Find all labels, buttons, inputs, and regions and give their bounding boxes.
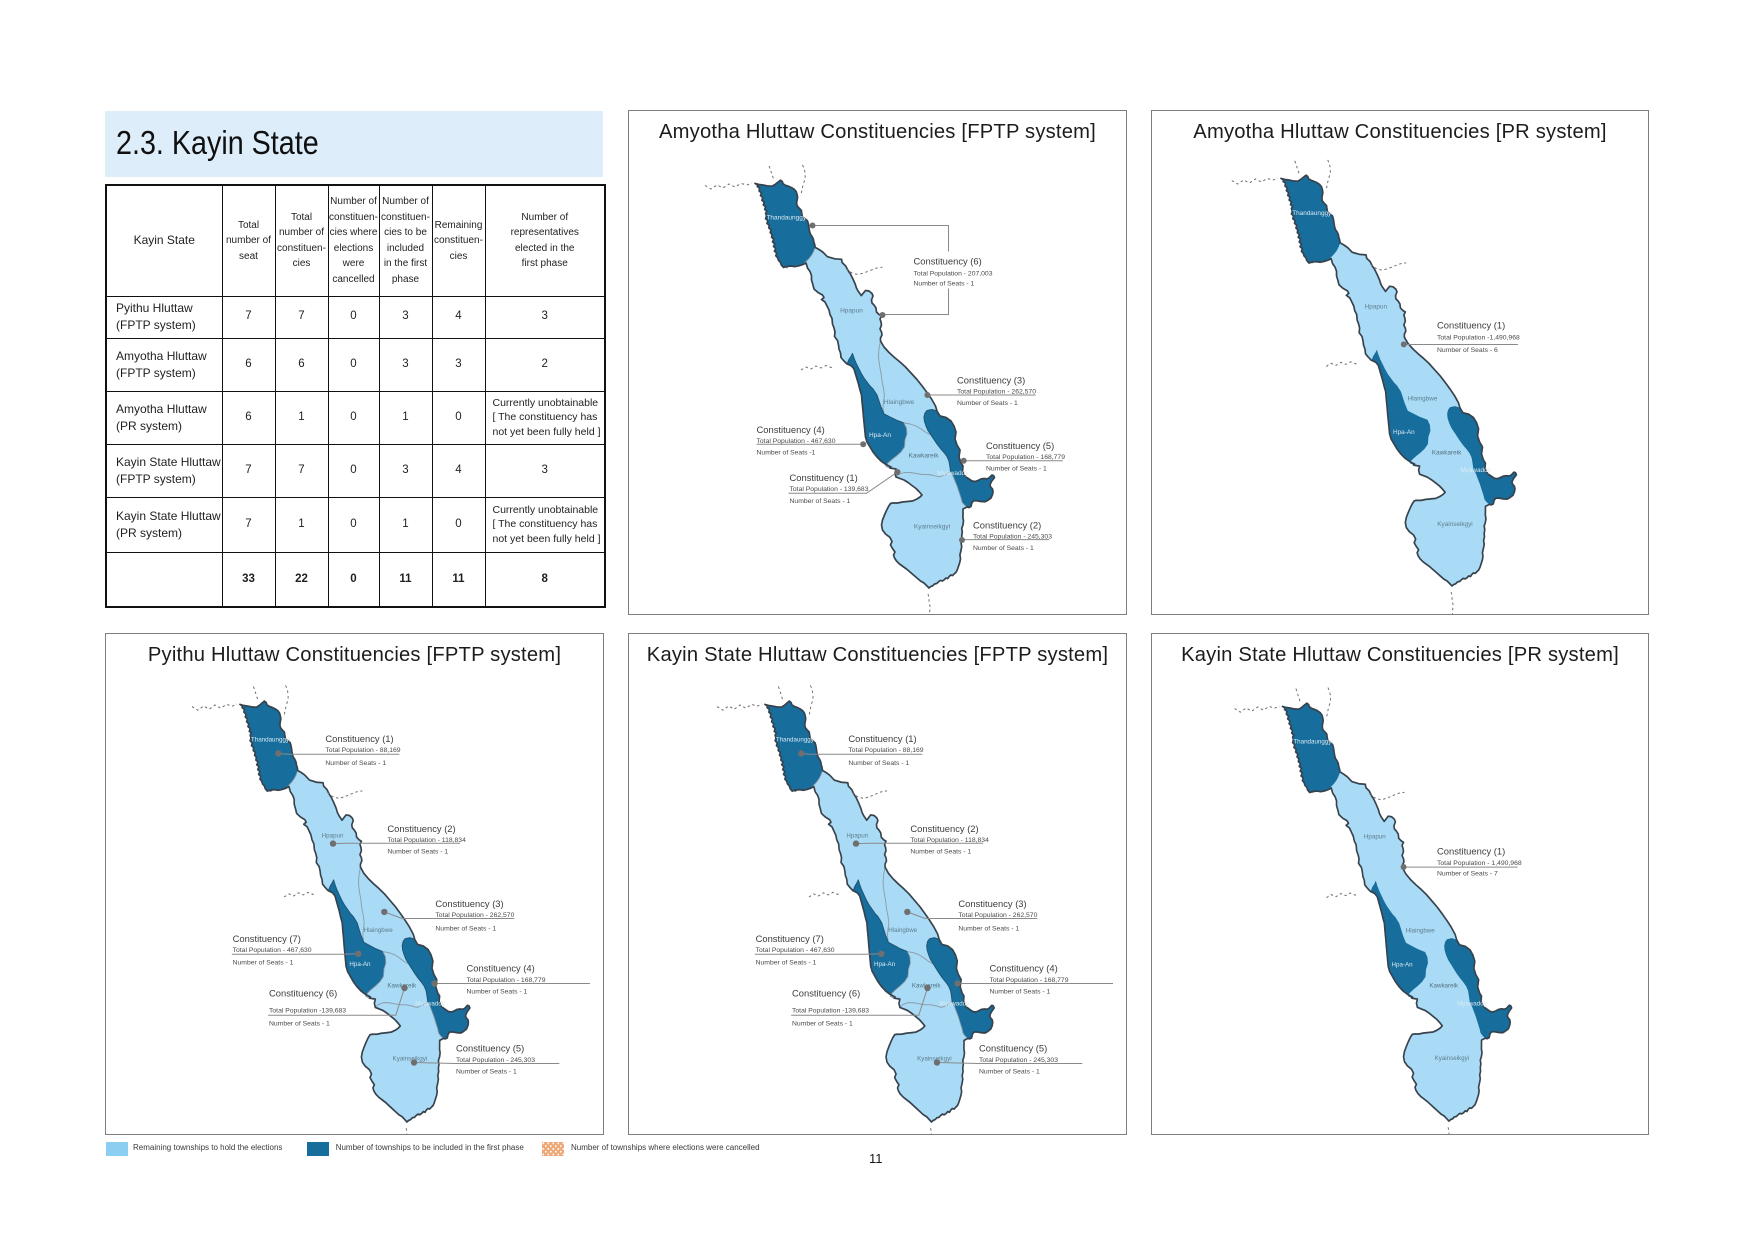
svg-text:Number of Seats - 1: Number of Seats - 1 [435, 926, 496, 933]
svg-text:Number of Seats - 1: Number of Seats - 1 [387, 848, 448, 855]
svg-text:Constituency (2): Constituency (2) [387, 823, 455, 834]
svg-text:Constituency (5): Constituency (5) [986, 440, 1054, 451]
svg-text:Total Population -1,490,968: Total Population -1,490,968 [1437, 334, 1520, 341]
svg-text:Constituency (6): Constituency (6) [269, 988, 337, 999]
svg-text:Constituency (1): Constituency (1) [325, 733, 393, 744]
svg-text:Total Population - 262,570: Total Population - 262,570 [435, 912, 514, 919]
svg-text:Constituency (1): Constituency (1) [1437, 319, 1505, 330]
svg-text:Constituency (3): Constituency (3) [435, 898, 503, 909]
svg-text:Constituency (2): Constituency (2) [973, 520, 1041, 531]
svg-text:Total Population - 168,779: Total Population - 168,779 [467, 977, 546, 984]
svg-text:Number of Seats - 1: Number of Seats - 1 [325, 760, 386, 767]
svg-text:Number of Seats - 1: Number of Seats - 1 [233, 960, 294, 967]
svg-text:Constituency (3): Constituency (3) [957, 375, 1025, 386]
svg-text:Total Population - 139,683: Total Population - 139,683 [790, 486, 869, 493]
svg-text:Total Population - 88,169: Total Population - 88,169 [325, 747, 400, 754]
svg-text:Constituency (1): Constituency (1) [1437, 846, 1505, 857]
svg-text:Constituency (4): Constituency (4) [757, 424, 825, 435]
svg-text:Total Population - 168,779: Total Population - 168,779 [986, 454, 1065, 461]
svg-text:Total Population - 207,003: Total Population - 207,003 [914, 271, 993, 278]
svg-text:Total Population - 467,630: Total Population - 467,630 [757, 438, 836, 445]
svg-text:Constituency (7): Constituency (7) [233, 933, 301, 944]
svg-text:Total Population - 118,834: Total Population - 118,834 [387, 837, 466, 844]
svg-text:Number of Seats - 1: Number of Seats - 1 [467, 989, 528, 996]
svg-text:Total Population -139,683: Total Population -139,683 [269, 1008, 346, 1015]
svg-text:Number of Seats - 1: Number of Seats - 1 [914, 281, 975, 288]
svg-text:Total Population - 245,303: Total Population - 245,303 [973, 534, 1052, 541]
svg-text:Number of Seats - 1: Number of Seats - 1 [269, 1020, 330, 1027]
svg-text:Constituency (1): Constituency (1) [790, 472, 858, 483]
svg-text:Total Population - 262,570: Total Population - 262,570 [957, 389, 1036, 396]
svg-text:Constituency (6): Constituency (6) [914, 256, 982, 267]
svg-text:Number of Seats - 1: Number of Seats - 1 [790, 498, 851, 505]
svg-text:Constituency (5): Constituency (5) [456, 1043, 524, 1054]
svg-text:Constituency (4): Constituency (4) [467, 963, 535, 974]
svg-text:Number of Seats - 6: Number of Seats - 6 [1437, 347, 1498, 354]
svg-text:Total Population - 245,303: Total Population - 245,303 [456, 1057, 535, 1064]
svg-text:Number of Seats - 1: Number of Seats - 1 [957, 400, 1018, 407]
svg-text:Number of Seats - 1: Number of Seats - 1 [986, 466, 1047, 473]
svg-text:Total Population - 1,490,968: Total Population - 1,490,968 [1437, 860, 1522, 867]
svg-text:Number of Seats -1: Number of Seats -1 [757, 449, 816, 456]
svg-text:Number of Seats - 1: Number of Seats - 1 [973, 545, 1034, 552]
svg-text:Number of Seats - 7: Number of Seats - 7 [1437, 871, 1498, 878]
svg-text:Total Population - 467,630: Total Population - 467,630 [233, 947, 312, 954]
svg-text:Number of Seats - 1: Number of Seats - 1 [456, 1069, 517, 1076]
